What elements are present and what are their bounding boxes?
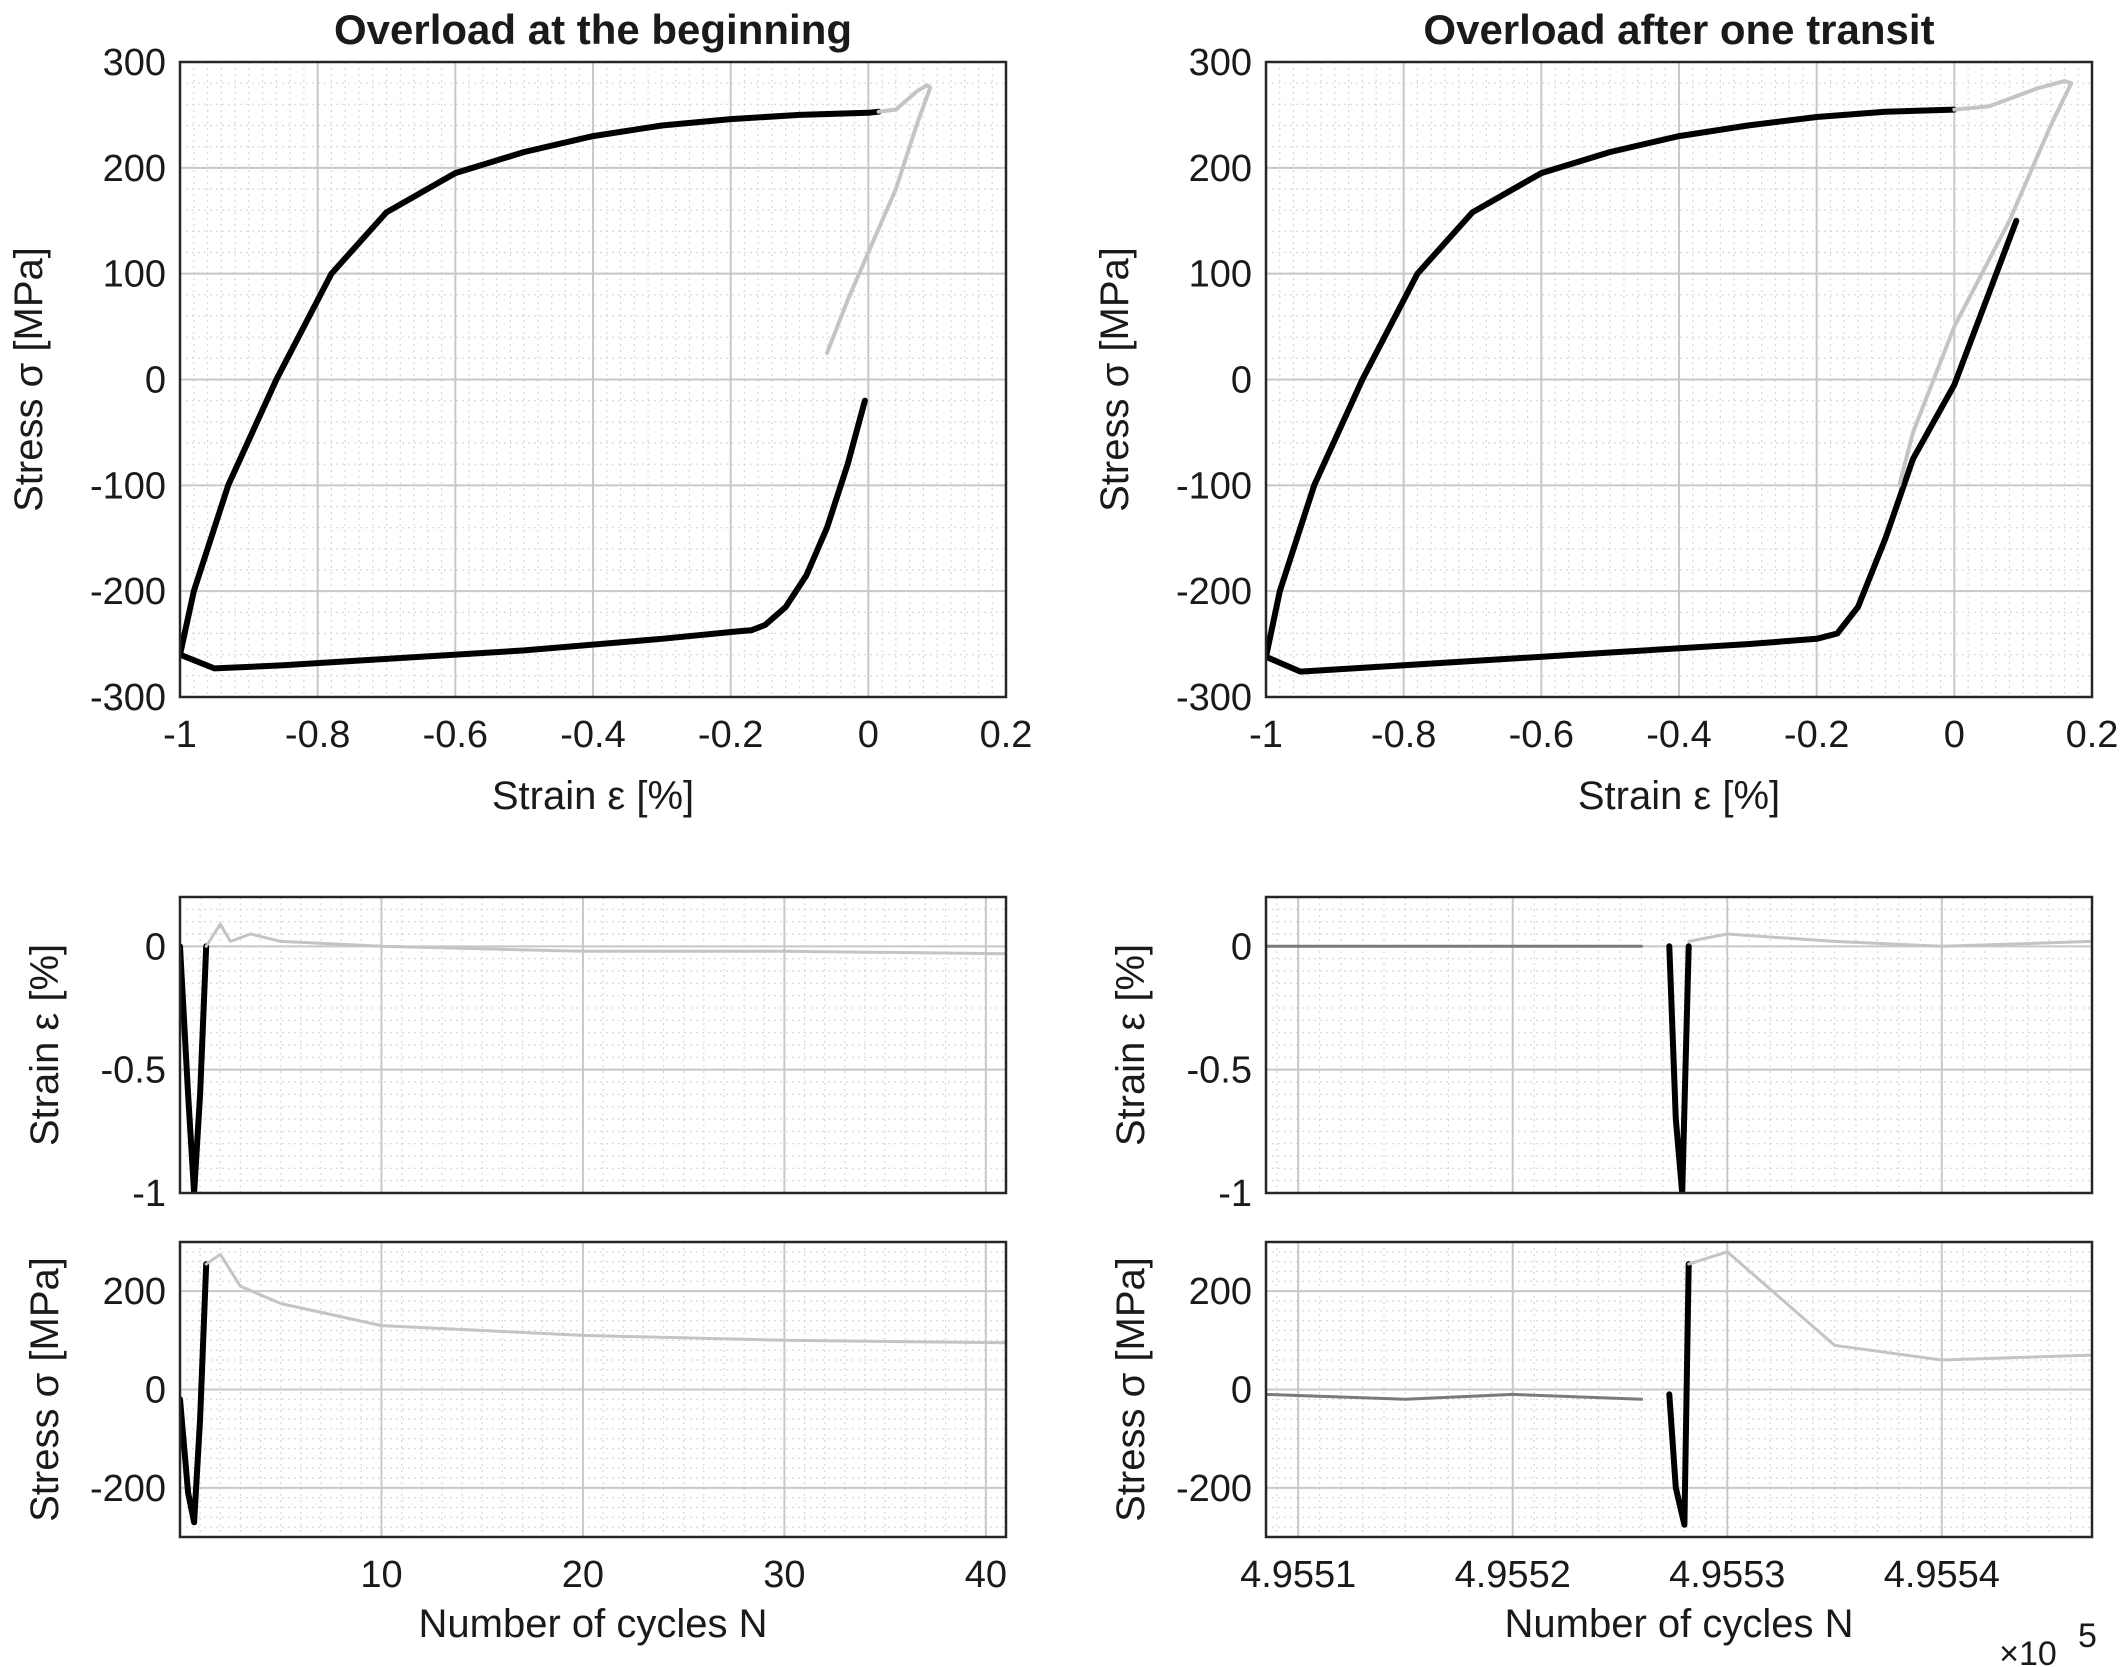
series-line (1266, 1392, 1643, 1401)
series-line (1687, 1250, 2092, 1362)
panel-e: 10 20 30 40 200 0 -200 Number of cycles N Stress… (23, 1240, 1008, 1646)
x-tick-label: 20 (562, 1554, 604, 1596)
y-axis-label: Stress σ [MPa] (1109, 1257, 1153, 1522)
series-line (825, 83, 933, 355)
y-tick-label: 200 (1189, 148, 1252, 190)
x-tick-label: -0.4 (560, 714, 625, 756)
x-tick-label: -0.4 (1646, 714, 1711, 756)
panel-c: 0 -0.5 -1 Strain ε [%] (23, 895, 1008, 1215)
x-tick-label: -1 (163, 714, 197, 756)
y-tick-label: -1 (132, 1173, 166, 1215)
series-line (204, 1252, 1006, 1345)
y-tick-label: -1 (1218, 1173, 1252, 1215)
axis-exponent-power: 5 (2078, 1617, 2097, 1655)
grid (179, 1241, 1007, 1538)
series-line (1266, 106, 2020, 675)
y-tick-label: -300 (90, 677, 166, 719)
x-axis-label: Strain ε [%] (492, 774, 694, 818)
x-tick-label: 4.9551 (1240, 1554, 1356, 1596)
x-tick-label: -0.6 (1509, 714, 1574, 756)
x-tick-label: 0 (858, 714, 879, 756)
axes-frame (1264, 895, 2094, 1195)
x-tick-label: 4.9552 (1455, 1554, 1571, 1596)
y-axis-label: Stress σ [MPa] (1093, 247, 1137, 512)
y-tick-label: -0.5 (101, 1050, 166, 1092)
series-line (180, 108, 882, 672)
y-tick-label: 0 (145, 1370, 166, 1412)
x-tick-label: 4.9553 (1669, 1554, 1785, 1596)
x-axis-label: Strain ε [%] (1578, 774, 1780, 818)
y-axis-label: Stress σ [MPa] (23, 1257, 67, 1522)
y-axis-label: Strain ε [%] (23, 944, 67, 1146)
x-tick-label: 0 (1944, 714, 1965, 756)
axes-frame (1264, 60, 2094, 699)
axes-frame (178, 895, 1008, 1195)
y-tick-label: -200 (1176, 1468, 1252, 1510)
y-tick-label: 200 (103, 148, 166, 190)
grid (179, 61, 1007, 698)
y-tick-label: -300 (1176, 677, 1252, 719)
chart-title: Overload after one transit (1423, 6, 1934, 53)
series-group (180, 1252, 1006, 1526)
series-line (1687, 932, 2092, 948)
y-axis-label: Strain ε [%] (1109, 944, 1153, 1146)
series-group (180, 922, 1006, 1193)
series-group (1266, 79, 2074, 675)
x-tick-label: 0.2 (2066, 714, 2119, 756)
x-tick-label: -0.2 (1784, 714, 1849, 756)
x-axis-label: Number of cycles N (419, 1602, 768, 1646)
x-tick-label: -0.8 (1371, 714, 1436, 756)
x-tick-label: 30 (763, 1554, 805, 1596)
y-tick-label: -200 (1176, 571, 1252, 613)
axes-frame (178, 1240, 1008, 1539)
x-tick-label: 40 (965, 1554, 1007, 1596)
panel-d: 0 -0.5 -1 Strain ε [%] (1109, 895, 2094, 1215)
x-tick-label: -0.8 (285, 714, 350, 756)
y-axis-label: Stress σ [MPa] (7, 247, 51, 512)
y-tick-label: 0 (145, 926, 166, 968)
y-tick-label: 100 (1189, 254, 1252, 296)
x-tick-label: 10 (360, 1554, 402, 1596)
y-tick-label: 200 (103, 1271, 166, 1313)
series-group (180, 83, 933, 672)
y-tick-label: 300 (103, 42, 166, 84)
x-tick-label: -0.6 (423, 714, 488, 756)
panel-b: -1 -0.8 -0.6 -0.4 -0.2 0 0.2 300 200 100 0 -100 -200… (1093, 6, 2118, 818)
y-tick-label: -200 (90, 1468, 166, 1510)
y-tick-label: 0 (1231, 1370, 1252, 1412)
y-tick-label: -0.5 (1187, 1050, 1252, 1092)
y-tick-label: 100 (103, 254, 166, 296)
x-axis-label: Number of cycles N (1505, 1602, 1854, 1646)
x-tick-label: -1 (1249, 714, 1283, 756)
y-tick-label: 300 (1189, 42, 1252, 84)
chart-title: Overload at the beginning (334, 6, 852, 53)
x-tick-label: -0.2 (698, 714, 763, 756)
panel-a: -1 -0.8 -0.6 -0.4 -0.2 0 0.2 300 200 100 0 -100 -200… (7, 6, 1032, 818)
panel-f: 4.9551 4.9552 4.9553 4.9554 200 0 -200 Number o… (1109, 1240, 2097, 1667)
series-line (1666, 1261, 1692, 1528)
y-tick-label: 200 (1189, 1271, 1252, 1313)
y-tick-label: -100 (1176, 465, 1252, 507)
axes-frame (1264, 1240, 2094, 1539)
series-line (204, 922, 1006, 956)
y-tick-label: -100 (90, 465, 166, 507)
series-group (1266, 1250, 2092, 1528)
axes-frame (178, 60, 1008, 699)
y-tick-label: 0 (1231, 926, 1252, 968)
series-line (180, 1261, 210, 1526)
y-tick-label: -200 (90, 571, 166, 613)
y-tick-label: 0 (145, 360, 166, 402)
series-line (1897, 79, 2074, 488)
y-tick-label: 0 (1231, 360, 1252, 402)
x-tick-label: 0.2 (980, 714, 1033, 756)
x-tick-label: 4.9554 (1884, 1554, 2000, 1596)
series-line (180, 943, 210, 1193)
series-group (1266, 932, 2092, 1193)
axis-exponent: ×10 (1999, 1635, 2057, 1667)
series-line (1666, 943, 1692, 1193)
